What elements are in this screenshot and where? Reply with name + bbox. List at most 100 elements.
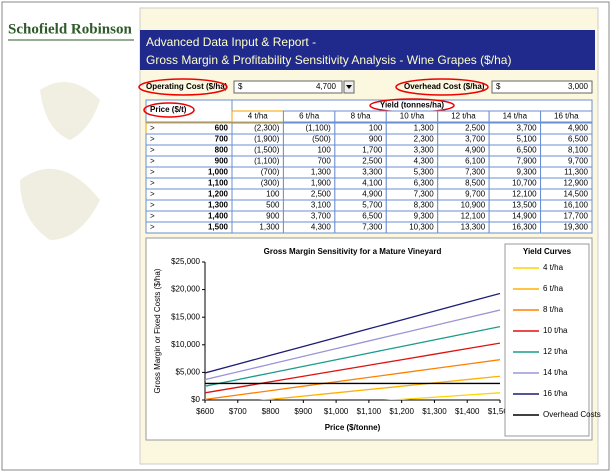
series-line bbox=[205, 309, 500, 381]
table-value: 10,300 bbox=[409, 223, 434, 232]
dropdown-arrow bbox=[346, 85, 352, 89]
series-line bbox=[383, 392, 500, 400]
chart: Gross Margin Sensitivity for a Mature Vi… bbox=[153, 243, 601, 437]
y-tick-label: $0 bbox=[191, 395, 200, 404]
table-value: 17,700 bbox=[564, 212, 589, 221]
column-header: 16 t/ha bbox=[554, 112, 579, 121]
sensitivity-table: Price ($/t) Yield (tonnes/ha) 4 t/ha 6 t/ha… bbox=[143, 98, 593, 234]
legend-label: 12 t/ha bbox=[543, 347, 568, 356]
column-header: 10 t/ha bbox=[400, 112, 425, 121]
table-value: 2,500 bbox=[362, 157, 383, 166]
table-value: 7,300 bbox=[362, 223, 383, 232]
table-value: (1,500) bbox=[254, 146, 280, 155]
table-value: 700 bbox=[317, 157, 331, 166]
table-value: 1,300 bbox=[311, 168, 332, 177]
table-value: 6,100 bbox=[465, 157, 486, 166]
column-header: 4 t/ha bbox=[248, 112, 269, 121]
table-value: 3,700 bbox=[311, 212, 332, 221]
table-value: 10,700 bbox=[512, 179, 537, 188]
table-value: 900 bbox=[266, 212, 280, 221]
header-subtitle: Gross Margin & Profitability Sensitivity… bbox=[146, 53, 511, 67]
table-value: 2,500 bbox=[311, 190, 332, 199]
y-tick-label: $20,000 bbox=[171, 285, 200, 294]
row-arrow: > bbox=[150, 135, 155, 144]
table-value: 6,500 bbox=[517, 146, 538, 155]
x-tick-label: $1,000 bbox=[324, 407, 349, 416]
y-axis-label: Gross Margin or Fixed Costs ($/ha) bbox=[153, 268, 162, 393]
legend-box bbox=[504, 243, 590, 437]
row-price: 1,300 bbox=[208, 201, 229, 210]
table-value: 5,700 bbox=[362, 201, 383, 210]
input-box[interactable] bbox=[491, 80, 593, 94]
table-value: 4,300 bbox=[311, 223, 332, 232]
table-value: (300) bbox=[261, 179, 280, 188]
table-value: 12,900 bbox=[564, 179, 589, 188]
row-arrow: > bbox=[150, 157, 155, 166]
x-tick-label: $1,500 bbox=[488, 407, 513, 416]
input-value[interactable]: 4,700 bbox=[316, 82, 337, 91]
input-currency: $ bbox=[238, 82, 243, 91]
row-price: 600 bbox=[215, 124, 229, 133]
table-value: (700) bbox=[261, 168, 280, 177]
column-header-cell bbox=[540, 110, 593, 123]
chart-title: Gross Margin Sensitivity for a Mature Vi… bbox=[264, 247, 442, 256]
row-arrow: > bbox=[150, 201, 155, 210]
table-value: 5,100 bbox=[517, 135, 538, 144]
table-value: 5,300 bbox=[414, 168, 435, 177]
series-line bbox=[258, 375, 500, 400]
table-value: 500 bbox=[266, 201, 280, 210]
table-value: 9,700 bbox=[568, 157, 589, 166]
table-value: (500) bbox=[312, 135, 331, 144]
input-box[interactable] bbox=[233, 80, 343, 94]
yield-header: Yield (tonnes/ha) bbox=[380, 101, 444, 110]
table-value: (1,100) bbox=[254, 157, 280, 166]
table-value: 13,500 bbox=[512, 201, 537, 210]
table-value: 4,900 bbox=[465, 146, 486, 155]
legend-label: 14 t/ha bbox=[543, 368, 568, 377]
table-value: (1,100) bbox=[305, 124, 331, 133]
table-value: 8,100 bbox=[568, 146, 589, 155]
table-value: 6,300 bbox=[414, 179, 435, 188]
table-value: 7,300 bbox=[414, 190, 435, 199]
column-header: 8 t/ha bbox=[351, 112, 372, 121]
y-tick-label: $15,000 bbox=[171, 312, 200, 321]
table-value: 3,300 bbox=[414, 146, 435, 155]
row-arrow: > bbox=[150, 124, 155, 133]
legend-label: 8 t/ha bbox=[543, 305, 564, 314]
table-value: 9,300 bbox=[517, 168, 538, 177]
legend-label: 16 t/ha bbox=[543, 389, 568, 398]
table-value: 12,100 bbox=[461, 212, 486, 221]
x-tick-label: $600 bbox=[196, 407, 214, 416]
row-price: 1,500 bbox=[208, 223, 229, 232]
row-price: 900 bbox=[215, 157, 229, 166]
x-axis-label: Price ($/tonne) bbox=[325, 423, 381, 432]
input-value[interactable]: 3,000 bbox=[568, 82, 589, 91]
series-line bbox=[205, 292, 500, 374]
table-value: 3,100 bbox=[311, 201, 332, 210]
leaf-decoration bbox=[20, 82, 100, 240]
row-arrow: > bbox=[150, 190, 155, 199]
table-value: 2,500 bbox=[465, 124, 486, 133]
table-value: 13,300 bbox=[461, 223, 486, 232]
table-value: 100 bbox=[369, 124, 383, 133]
table-value: 6,500 bbox=[568, 135, 589, 144]
header-title: Advanced Data Input & Report - bbox=[146, 35, 316, 49]
y-tick-label: $10,000 bbox=[171, 340, 200, 349]
input-label: Operating Cost ($/ha) bbox=[146, 82, 228, 91]
table-value: 9,700 bbox=[465, 190, 486, 199]
table-value: 4,300 bbox=[414, 157, 435, 166]
table-value: 900 bbox=[369, 135, 383, 144]
table-value: 4,100 bbox=[362, 179, 383, 188]
row-price: 700 bbox=[215, 135, 229, 144]
row-price: 1,000 bbox=[208, 168, 229, 177]
table-value: 7,300 bbox=[465, 168, 486, 177]
row-arrow: > bbox=[150, 212, 155, 221]
row-price: 800 bbox=[215, 146, 229, 155]
price-header: Price ($/t) bbox=[150, 105, 187, 114]
row-arrow: > bbox=[150, 179, 155, 188]
logo: Schofield Robinson bbox=[8, 21, 132, 37]
table-value: (1,900) bbox=[254, 135, 280, 144]
table-value: 14,500 bbox=[564, 190, 589, 199]
table-value: 14,900 bbox=[512, 212, 537, 221]
